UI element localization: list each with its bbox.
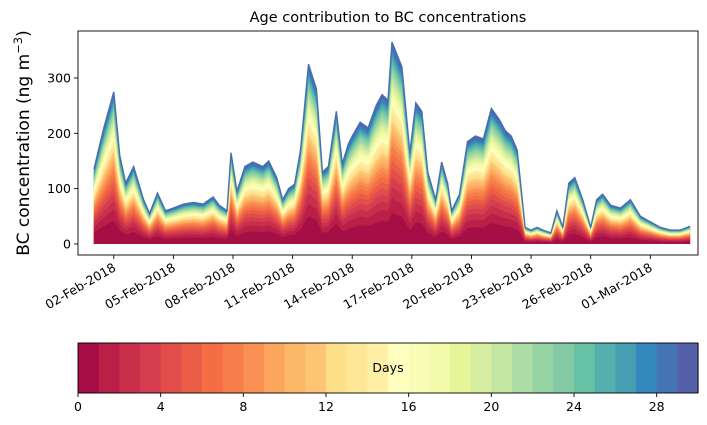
colorbar-cell-17 (429, 343, 451, 393)
colorbar-tick-label: 20 (483, 399, 499, 414)
colorbar-cell-23 (553, 343, 575, 393)
colorbar-cell-13 (346, 343, 368, 393)
total-bc-line (93, 41, 691, 234)
colorbar-tick-label: 24 (566, 399, 582, 414)
y-tick-label: 0 (63, 236, 71, 251)
colorbar-cell-8 (243, 343, 265, 393)
y-axis-label-main: BC concentration (ng m (14, 54, 34, 256)
colorbar-cell-2 (119, 343, 141, 393)
colorbar-tick-label: 4 (157, 399, 165, 414)
colorbar-cell-16 (408, 343, 430, 393)
age-layer-0 (93, 212, 691, 244)
chart-title: Age contribution to BC concentrations (250, 10, 527, 26)
colorbar-cell-10 (284, 343, 306, 393)
colorbar-cell-6 (202, 343, 224, 393)
y-axis-label-close: ) (14, 30, 34, 37)
y-tick-label: 200 (47, 126, 71, 141)
colorbar-cell-12 (326, 343, 348, 393)
colorbar-cell-26 (615, 343, 637, 393)
y-axis-label-exponent: −3 (11, 37, 25, 54)
colorbar-tick-label: 28 (649, 399, 665, 414)
colorbar-cell-7 (222, 343, 244, 393)
colorbar-cell-0 (78, 343, 100, 393)
colorbar-tick-label: 0 (74, 399, 82, 414)
colorbar-cell-24 (574, 343, 596, 393)
colorbar-cell-27 (636, 343, 658, 393)
colorbar-tick-label: 12 (318, 399, 334, 414)
colorbar-ticks: 0 4 8 12 16 20 24 28 (74, 393, 665, 414)
y-tick-label: 100 (47, 181, 71, 196)
y-axis: 0 100 200 300 (47, 71, 78, 251)
colorbar-cell-4 (160, 343, 182, 393)
colorbar-cell-9 (264, 343, 286, 393)
colorbar-cell-28 (656, 343, 678, 393)
colorbar-cell-15 (388, 343, 410, 393)
plot-frame (77, 30, 699, 256)
total-line-group (93, 41, 691, 234)
colorbar-cell-5 (181, 343, 203, 393)
colorbar: Days 0 4 8 12 16 20 24 28 (74, 342, 699, 414)
age-area-layers (93, 42, 691, 244)
colorbar-cell-20 (491, 343, 513, 393)
colorbar-cell-1 (98, 343, 120, 393)
colorbar-cell-29 (677, 343, 699, 393)
colorbar-cell-3 (140, 343, 162, 393)
colorbar-tick-label: 8 (239, 399, 247, 414)
colorbar-cell-25 (594, 343, 616, 393)
colorbar-tick-label: 16 (401, 399, 417, 414)
x-axis: 02-Feb-201805-Feb-201808-Feb-201811-Feb-… (42, 255, 655, 312)
y-tick-label: 300 (47, 71, 71, 86)
colorbar-cell-14 (367, 343, 389, 393)
colorbar-cell-22 (532, 343, 554, 393)
colorbar-cell-21 (512, 343, 534, 393)
y-axis-label: BC concentration (ng m−3) (11, 30, 34, 256)
colorbar-cell-11 (305, 343, 327, 393)
colorbar-cells (78, 343, 699, 393)
colorbar-cell-18 (450, 343, 472, 393)
colorbar-cell-19 (470, 343, 492, 393)
colorbar-frame (77, 342, 699, 394)
plot-area (77, 30, 699, 256)
colorbar-label: Days (372, 360, 403, 375)
